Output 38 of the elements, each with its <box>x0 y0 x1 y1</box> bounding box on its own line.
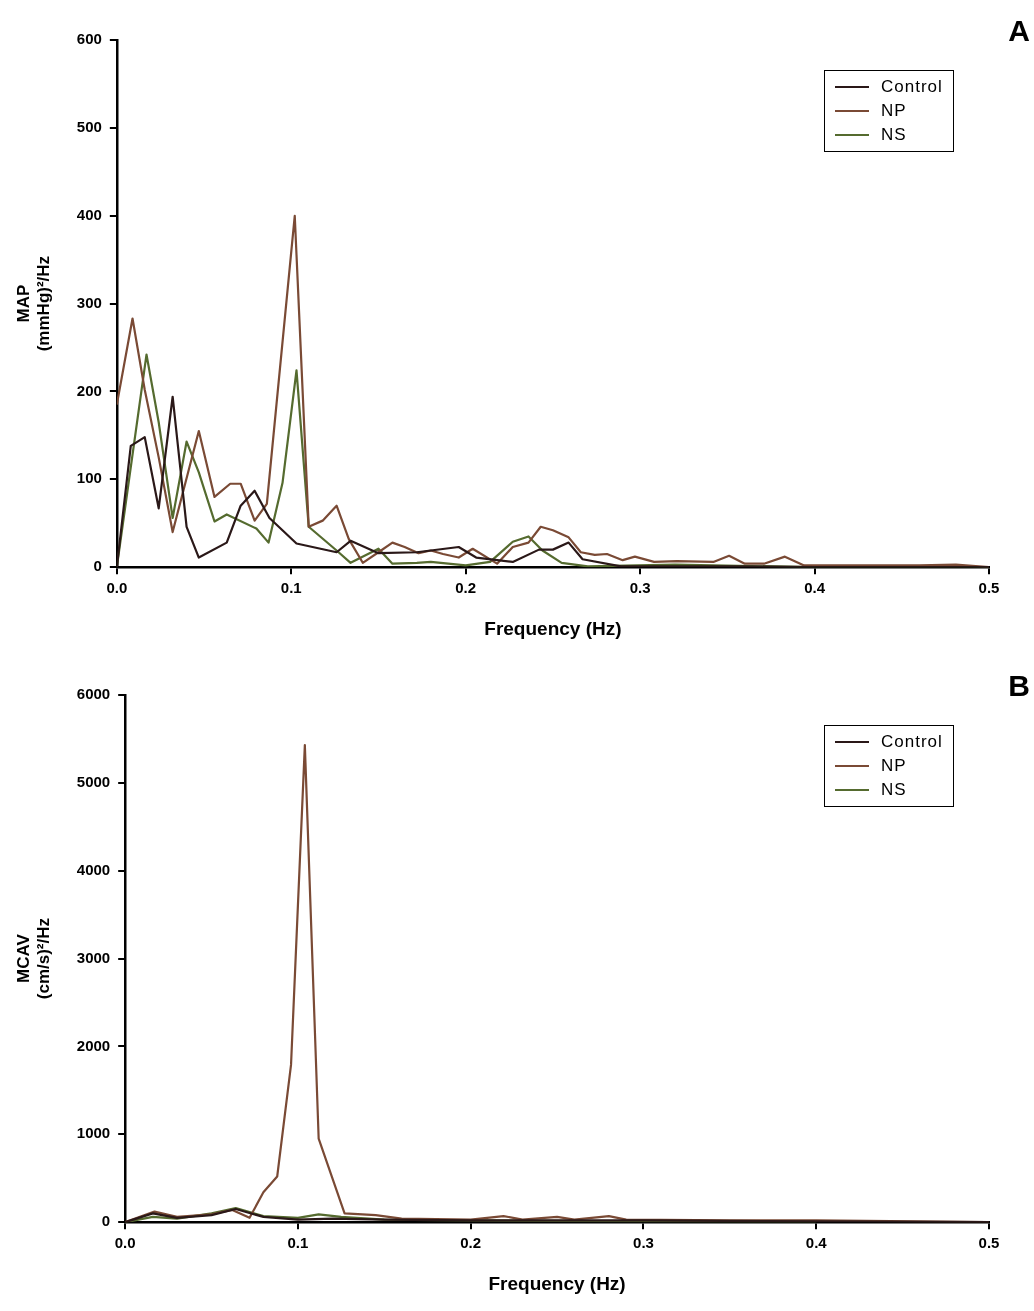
x-tick-label: 0.5 <box>978 1234 1000 1252</box>
y-tick-label: 3000 <box>76 948 111 966</box>
x-tick-label: 0.4 <box>804 579 826 597</box>
text: B <box>1008 669 1030 703</box>
x-tick-label: 0.3 <box>629 579 651 597</box>
y-tick-label: 6000 <box>76 685 111 703</box>
y-tick-label: 0 <box>93 557 102 575</box>
legend-label: NS <box>881 780 907 800</box>
x-tick-label: 0.2 <box>460 1234 482 1252</box>
x-tick-label: 0.4 <box>805 1234 828 1252</box>
x-tick-label: 0.1 <box>280 579 302 597</box>
x-tick-label: 0.0 <box>114 1234 136 1252</box>
x-tick-label: 0.3 <box>633 1234 654 1252</box>
legend-label: NS <box>881 125 907 145</box>
y-axis-title: MCAV (cm/s)²/Hz <box>13 917 54 1000</box>
x-tick-label: 0.0 <box>106 579 128 597</box>
x-tick-label: 0.2 <box>455 579 477 597</box>
x-axis-title: Frequency (Hz) <box>488 1272 626 1294</box>
y-tick-label: 100 <box>76 469 102 487</box>
y-tick-label: 600 <box>76 30 102 48</box>
legend-label: Control <box>881 732 943 752</box>
legend-label: NP <box>881 756 907 776</box>
legend-label: NP <box>881 101 907 121</box>
text: A <box>1008 14 1030 48</box>
y-tick-label: 1000 <box>76 1124 111 1142</box>
y-tick-label: 5000 <box>76 773 111 791</box>
y-tick-label: 0 <box>101 1212 111 1230</box>
y-tick-label: 400 <box>76 205 102 223</box>
x-axis-title: Frequency (Hz) <box>484 617 622 639</box>
y-axis-title: MAP (mmHg)²/Hz <box>13 255 54 352</box>
y-tick-label: 2000 <box>76 1036 111 1054</box>
x-tick-label: 0.1 <box>287 1234 309 1252</box>
y-tick-label: 500 <box>76 118 102 136</box>
y-tick-label: 4000 <box>76 860 111 878</box>
y-tick-label: 200 <box>76 381 102 399</box>
y-tick-label: 300 <box>76 293 102 311</box>
legend-label: Control <box>881 77 943 97</box>
x-tick-label: 0.5 <box>978 579 1000 597</box>
